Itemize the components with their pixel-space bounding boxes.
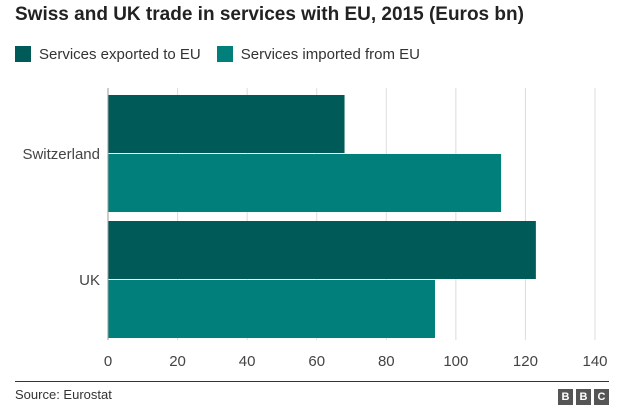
legend-swatch-imported [216, 46, 233, 62]
x-tick-label: 80 [378, 353, 395, 370]
bbc-logo-letter: B [558, 389, 573, 405]
legend: Services exported to EU Services importe… [15, 44, 436, 64]
category-label: Switzerland [22, 146, 100, 163]
bbc-logo-letter: C [594, 389, 609, 405]
bar-chart: 0 20 40 60 80 100 120 140 Switzerland UK [22, 88, 608, 370]
chart-title: Swiss and UK trade in services with EU, … [15, 4, 524, 25]
legend-item-exported: Services exported to EU [15, 46, 201, 63]
legend-swatch-exported [15, 46, 31, 62]
category-label: UK [79, 272, 100, 289]
bbc-logo: B B C [555, 389, 609, 405]
x-tick-label: 60 [308, 353, 325, 370]
bar-switzerland-exported [108, 95, 345, 153]
x-tick-label: 40 [239, 353, 256, 370]
x-tick-label: 140 [582, 353, 607, 370]
legend-label-imported: Services imported from EU [240, 45, 420, 63]
bbc-logo-letter: B [576, 389, 591, 405]
x-tick-label: 120 [513, 353, 538, 370]
x-tick-label: 0 [104, 353, 112, 370]
bar-uk-imported [108, 280, 435, 338]
x-tick-label: 100 [443, 353, 468, 370]
footer-rule [15, 381, 609, 382]
bar-uk-exported [108, 221, 536, 279]
bar-switzerland-imported [108, 154, 502, 212]
legend-item-imported: Services imported from EU [216, 45, 420, 63]
legend-label-exported: Services exported to EU [39, 45, 201, 63]
x-tick-label: 20 [169, 353, 186, 370]
source-note: Source: Eurostat [15, 387, 112, 402]
